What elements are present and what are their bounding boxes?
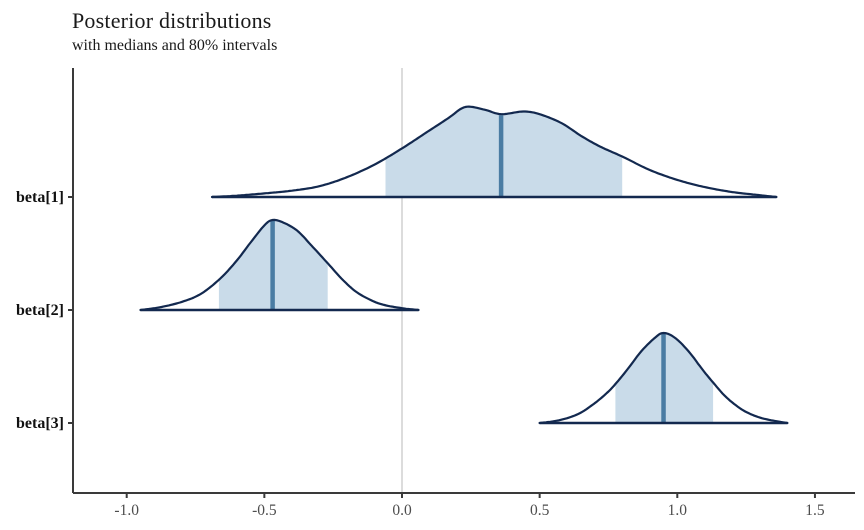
x-tick-label-2: 0.0 — [392, 502, 412, 519]
chart-subtitle: with medians and 80% intervals — [72, 37, 278, 54]
x-tick-label-4: 1.0 — [668, 502, 688, 519]
x-tick-label-1: -0.5 — [252, 502, 277, 519]
x-tick-label-3: 0.5 — [530, 502, 550, 519]
y-tick-label-beta-3: beta[3] — [16, 415, 64, 432]
density-curve-beta-2 — [139, 218, 420, 312]
x-tick-label-0: -1.0 — [114, 502, 139, 519]
y-tick-label-beta-1: beta[1] — [16, 189, 64, 206]
interval-fill-beta-1 — [385, 106, 623, 197]
y-tick-label-beta-2: beta[2] — [16, 302, 64, 319]
x-tick-label-5: 1.5 — [805, 502, 825, 519]
density-curve-beta-1 — [210, 105, 778, 199]
chart-title: Posterior distributions — [72, 8, 272, 33]
density-curve-beta-3 — [538, 331, 789, 425]
